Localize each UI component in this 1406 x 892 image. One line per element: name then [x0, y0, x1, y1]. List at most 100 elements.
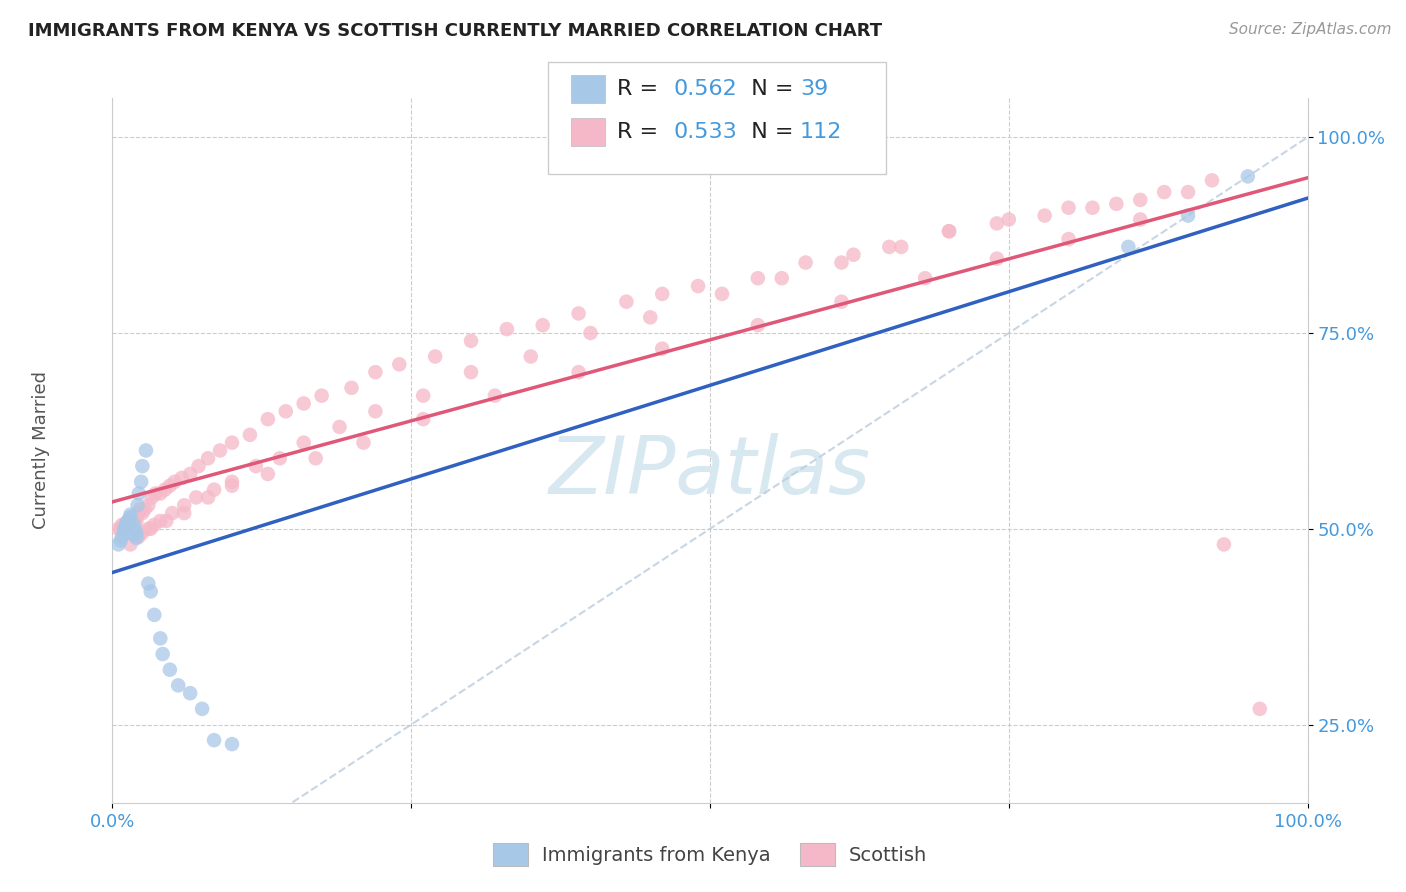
- Point: [364, 404, 387, 418]
- Point: [125, 510, 148, 524]
- Point: [831, 255, 853, 269]
- Point: [197, 451, 219, 466]
- Point: [125, 531, 148, 545]
- Point: [128, 506, 150, 520]
- Point: [640, 310, 662, 325]
- Point: [292, 435, 315, 450]
- Point: [651, 286, 673, 301]
- Point: [292, 396, 315, 410]
- Point: [138, 576, 160, 591]
- Point: [688, 279, 710, 293]
- Point: [138, 522, 160, 536]
- Point: [143, 607, 166, 622]
- Point: [1129, 193, 1152, 207]
- Point: [155, 514, 177, 528]
- Point: [149, 486, 172, 500]
- Text: Currently Married: Currently Married: [32, 371, 49, 530]
- Point: [135, 443, 157, 458]
- Point: [173, 498, 195, 512]
- Point: [257, 467, 280, 481]
- Point: [120, 508, 142, 522]
- Point: [117, 514, 139, 528]
- Point: [1153, 185, 1175, 199]
- Point: [127, 506, 149, 520]
- Point: [1033, 209, 1056, 223]
- Point: [167, 678, 190, 692]
- Point: [128, 486, 150, 500]
- Point: [388, 357, 411, 371]
- Point: [114, 517, 135, 532]
- Point: [173, 506, 195, 520]
- Point: [1177, 185, 1199, 199]
- Point: [1213, 537, 1236, 551]
- Text: 0.562: 0.562: [673, 79, 737, 99]
- Point: [114, 517, 136, 532]
- Text: Source: ZipAtlas.com: Source: ZipAtlas.com: [1229, 22, 1392, 37]
- Point: [124, 510, 146, 524]
- Point: [364, 365, 387, 379]
- Point: [107, 522, 129, 536]
- Point: [496, 322, 519, 336]
- Point: [179, 686, 201, 700]
- Text: 112: 112: [800, 122, 842, 142]
- Text: 39: 39: [800, 79, 828, 99]
- Legend: Immigrants from Kenya, Scottish: Immigrants from Kenya, Scottish: [485, 835, 935, 874]
- Point: [125, 526, 148, 541]
- Point: [460, 334, 482, 348]
- Point: [579, 326, 602, 340]
- Point: [121, 522, 143, 536]
- Point: [209, 443, 232, 458]
- Point: [412, 412, 434, 426]
- Point: [352, 435, 374, 450]
- Point: [221, 737, 243, 751]
- Point: [986, 252, 1008, 266]
- Point: [651, 342, 673, 356]
- Point: [141, 491, 163, 505]
- Point: [568, 306, 591, 320]
- Point: [1129, 212, 1152, 227]
- Point: [111, 517, 134, 532]
- Point: [986, 216, 1008, 230]
- Text: 0.533: 0.533: [673, 122, 737, 142]
- Text: ZIPatlas: ZIPatlas: [548, 433, 872, 510]
- Point: [221, 435, 243, 450]
- Point: [520, 350, 543, 364]
- Point: [115, 517, 138, 532]
- Point: [145, 486, 167, 500]
- Point: [118, 514, 141, 528]
- Point: [202, 483, 225, 497]
- Point: [890, 240, 912, 254]
- Point: [120, 537, 142, 551]
- Text: R =: R =: [617, 79, 665, 99]
- Point: [152, 647, 174, 661]
- Point: [1201, 173, 1223, 187]
- Point: [131, 525, 153, 540]
- Point: [425, 350, 447, 364]
- Point: [568, 365, 591, 379]
- Text: N =: N =: [737, 79, 800, 99]
- Point: [794, 255, 817, 269]
- Point: [1249, 702, 1271, 716]
- Point: [129, 502, 152, 516]
- Point: [191, 702, 214, 716]
- Point: [143, 517, 166, 532]
- Point: [879, 240, 901, 254]
- Point: [121, 525, 143, 540]
- Point: [131, 506, 153, 520]
- Point: [1081, 201, 1104, 215]
- Point: [221, 475, 243, 489]
- Text: N =: N =: [737, 122, 800, 142]
- Point: [187, 459, 209, 474]
- Point: [711, 286, 734, 301]
- Point: [121, 510, 143, 524]
- Text: R =: R =: [617, 122, 665, 142]
- Point: [179, 467, 201, 481]
- Point: [305, 451, 328, 466]
- Point: [110, 522, 132, 536]
- Point: [114, 520, 136, 534]
- Point: [245, 459, 267, 474]
- Point: [747, 318, 769, 333]
- Point: [239, 427, 262, 442]
- Point: [1177, 209, 1199, 223]
- Point: [1118, 240, 1140, 254]
